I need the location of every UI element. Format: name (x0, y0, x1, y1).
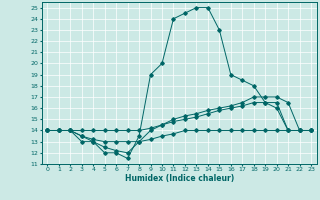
X-axis label: Humidex (Indice chaleur): Humidex (Indice chaleur) (124, 174, 234, 183)
